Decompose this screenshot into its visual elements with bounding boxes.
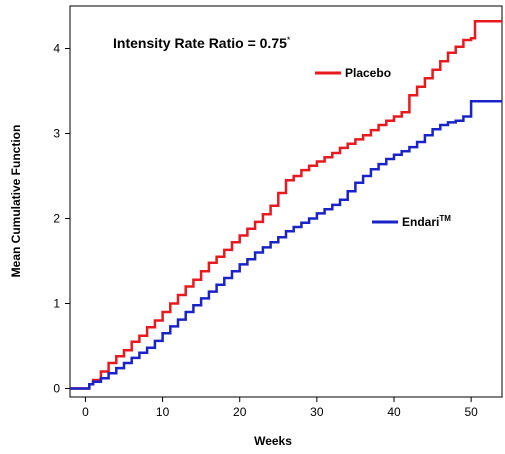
series-line-endari xyxy=(70,99,502,390)
series-layer xyxy=(70,20,502,390)
x-tick-label: 10 xyxy=(156,405,170,419)
x-axis: 0 10 20 30 40 50 xyxy=(82,397,478,419)
y-tick-label: 4 xyxy=(53,42,60,56)
legend-label-endari: EndariTM xyxy=(402,214,451,229)
x-tick-label: 40 xyxy=(387,405,401,419)
annotation-text: Intensity Rate Ratio = 0.75 xyxy=(113,35,287,51)
x-axis-title: Weeks xyxy=(254,434,292,448)
x-tick-label: 30 xyxy=(310,405,324,419)
legend-label-placebo: Placebo xyxy=(345,66,391,80)
y-tick-label: 3 xyxy=(53,127,60,141)
annotation-superscript: * xyxy=(287,35,291,45)
y-tick-label: 1 xyxy=(53,297,60,311)
y-axis: 0 1 2 3 4 xyxy=(53,42,70,396)
y-tick-label: 0 xyxy=(53,382,60,396)
y-tick-label: 2 xyxy=(53,212,60,226)
x-tick-label: 20 xyxy=(233,405,247,419)
legend-label-endari-name: Endari xyxy=(402,215,439,229)
legend-label-endari-trademark: TM xyxy=(439,214,451,223)
plot-area-frame xyxy=(69,5,503,398)
intensity-rate-ratio-annotation: Intensity Rate Ratio = 0.75* xyxy=(113,35,291,51)
x-tick-label: 0 xyxy=(82,405,89,419)
series-line-placebo xyxy=(70,20,502,390)
y-axis-title: Mean Cumulative Function xyxy=(9,125,23,278)
x-tick-label: 50 xyxy=(464,405,478,419)
